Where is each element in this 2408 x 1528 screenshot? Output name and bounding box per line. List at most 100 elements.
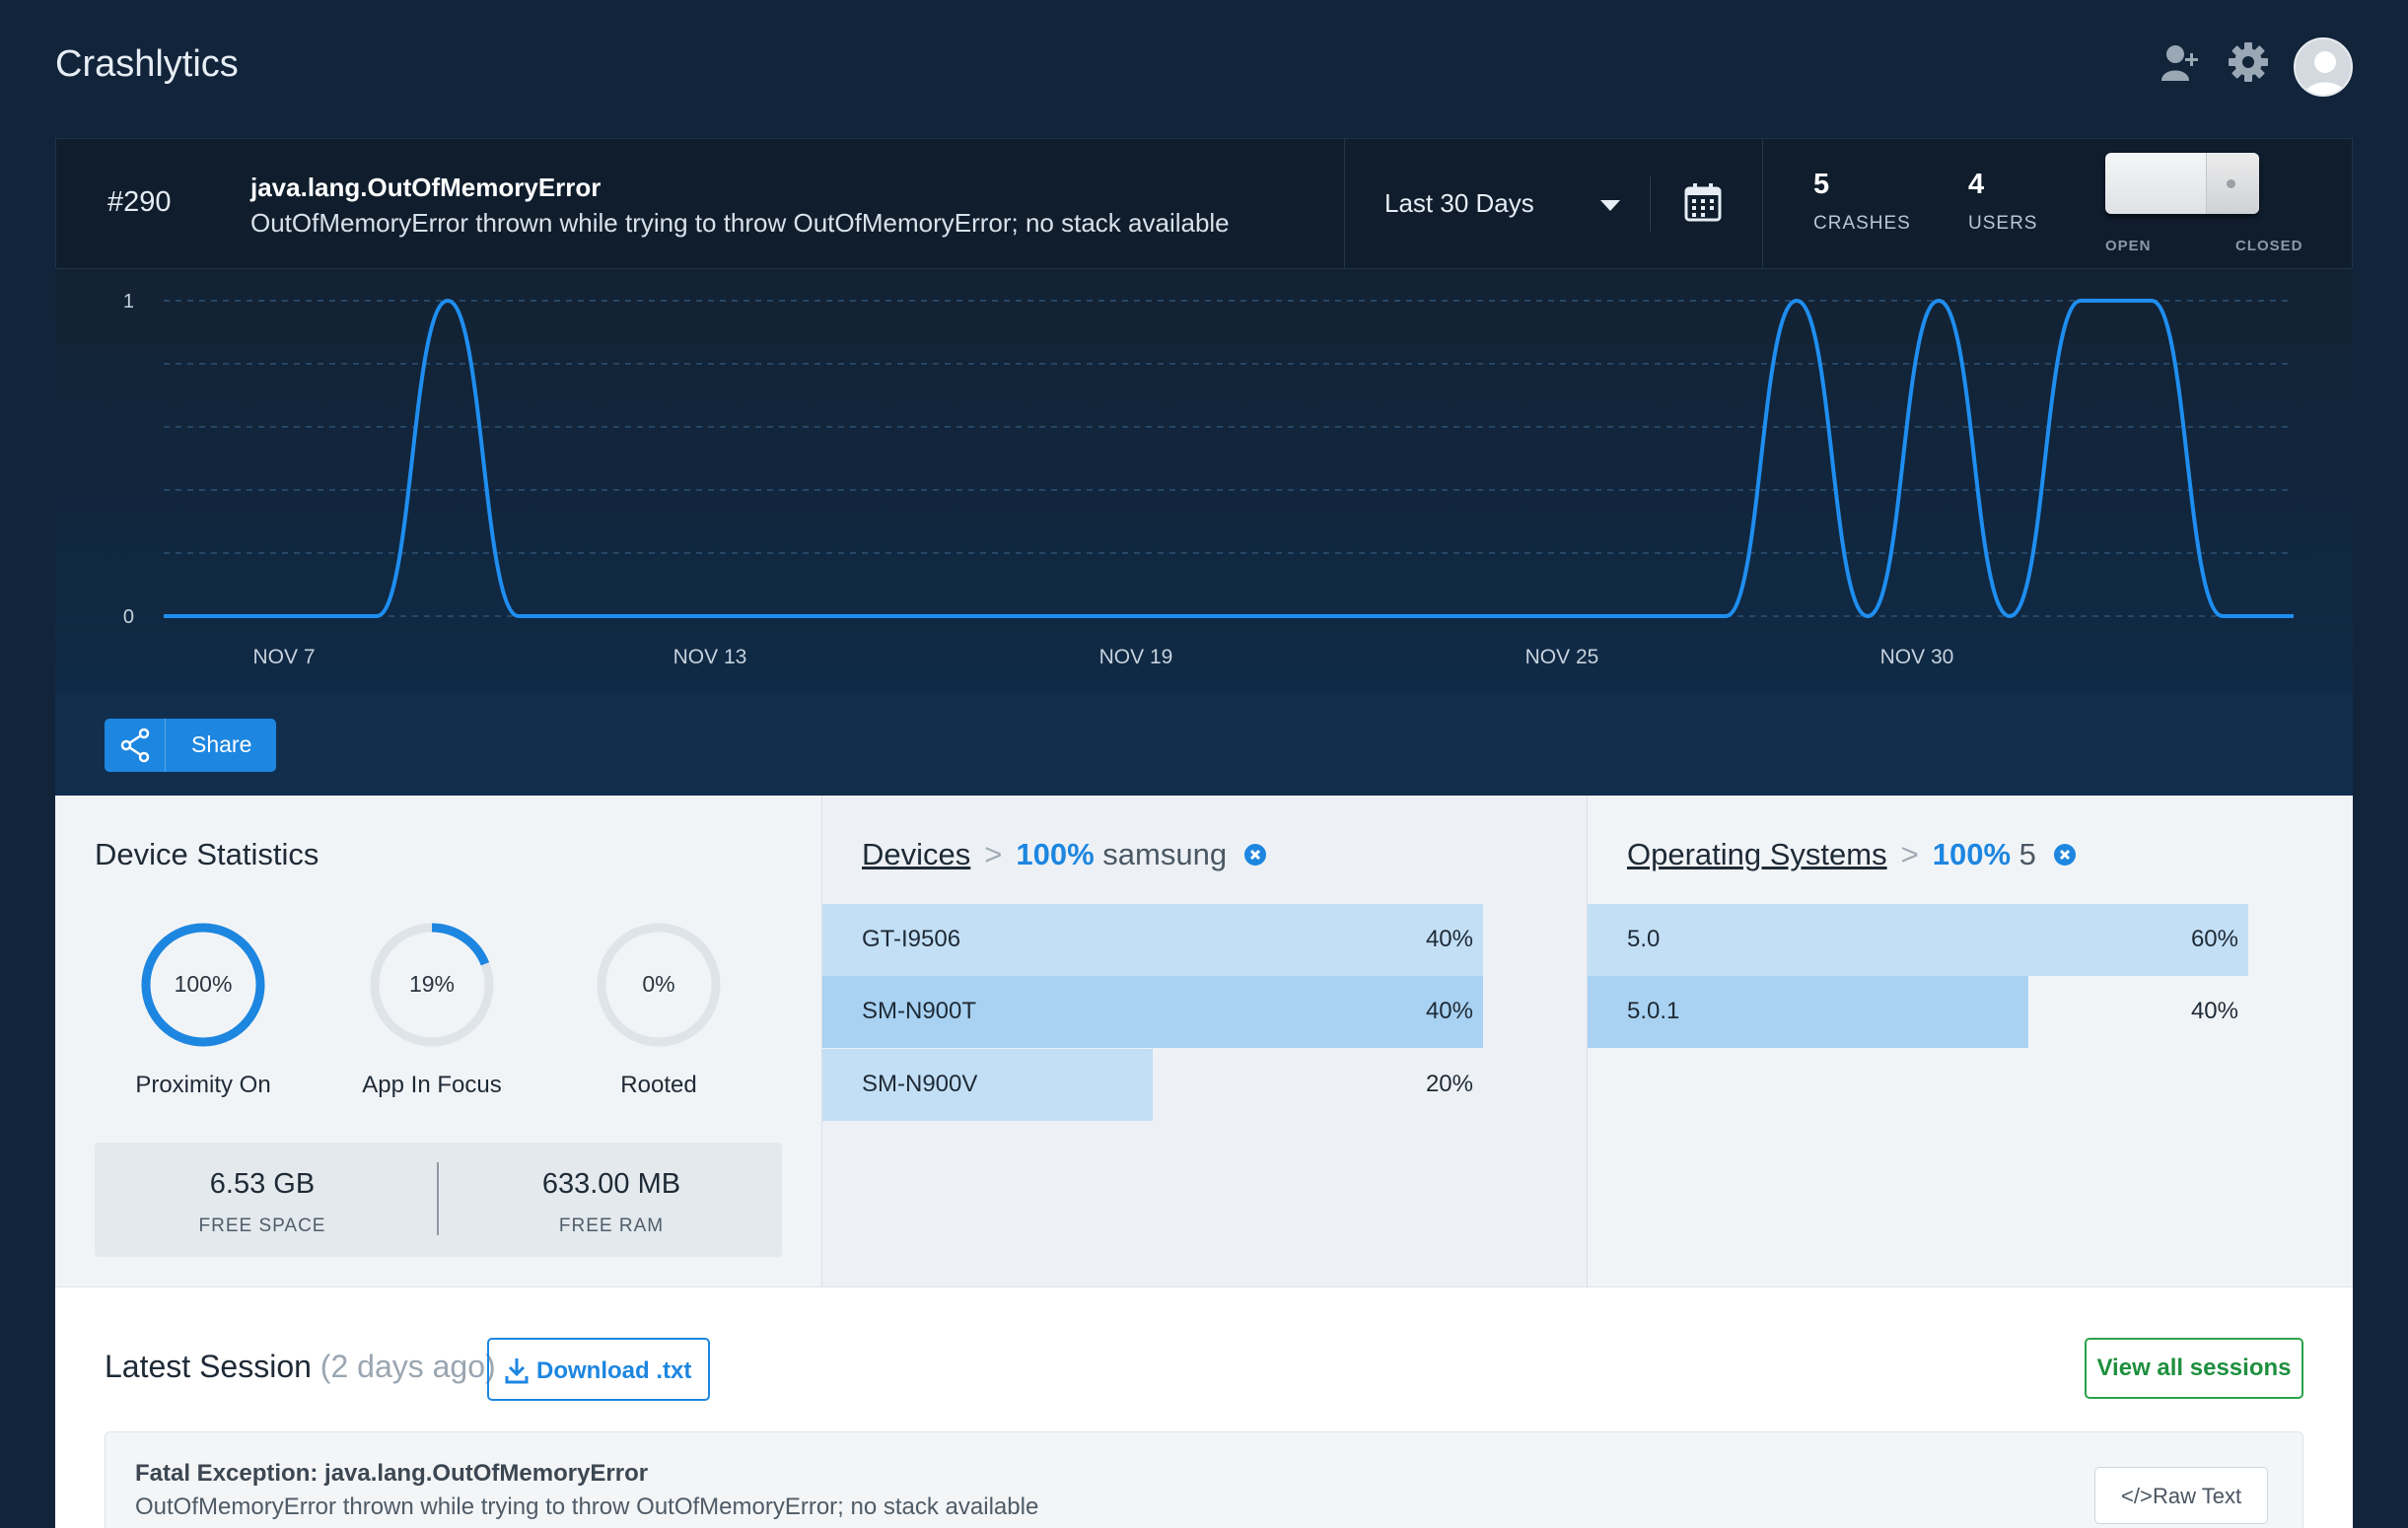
free-space-value: 6.53 GB (209, 1168, 316, 1200)
clear-filter-icon[interactable] (1243, 839, 1267, 874)
ring-label: Rooted (620, 1072, 697, 1098)
exception-message: OutOfMemoryError thrown while trying to … (135, 1493, 1039, 1520)
os-version: 5.0.1 (1627, 998, 1680, 1024)
ring-chart (141, 923, 265, 1047)
divider (1762, 139, 1763, 268)
free-ram-value: 633.00 MB (541, 1168, 681, 1200)
list-item[interactable]: 5.0 60% (1588, 904, 2278, 976)
divider (437, 1162, 439, 1235)
top-bar: Crashlytics (0, 0, 2408, 138)
chart-svg: 0 1 NOV 7 NOV 13 NOV 19 NOV 25 NOV 30 (123, 291, 2294, 668)
device-statistics-panel: Device Statistics 100% Proximity On 19% … (55, 796, 821, 1286)
raw-text-button[interactable]: </> Raw Text (2094, 1467, 2268, 1524)
free-space-label: FREE SPACE (198, 1215, 326, 1236)
clear-filter-icon[interactable] (2053, 839, 2077, 874)
latest-session: Latest Session (2 days ago) Download .tx… (55, 1286, 2353, 1528)
exception-title: Fatal Exception: java.lang.OutOfMemoryEr… (135, 1460, 649, 1487)
ring-progress (370, 923, 494, 1047)
bar-fill (1588, 976, 2028, 1048)
users-count: 4 (1968, 169, 1985, 200)
memory-box: 6.53 GB FREE SPACE 633.00 MB FREE RAM (95, 1143, 782, 1257)
download-txt-button[interactable]: Download .txt (487, 1338, 710, 1401)
device-statistics-title: Device Statistics (95, 837, 319, 871)
y-tick-label: 0 (123, 606, 134, 628)
session-title: Latest Session (105, 1349, 312, 1384)
share-label: Share (191, 731, 252, 757)
devices-link[interactable]: Devices (862, 837, 971, 871)
app-title: Crashlytics (55, 43, 239, 85)
toggle-open-label: OPEN (2105, 238, 2152, 254)
list-item[interactable]: SM-N900V 20% (822, 1049, 1513, 1121)
download-icon (505, 1356, 529, 1391)
session-heading: Latest Session (2 days ago) (105, 1349, 496, 1385)
crashes-label: CRASHES (1813, 213, 1911, 234)
bar-fill (822, 904, 1483, 976)
x-tick-label: NOV 30 (1880, 646, 1954, 668)
ring-app-in-focus: 19% (367, 920, 497, 1050)
os-breadcrumb: Operating Systems >100% 5 (1627, 837, 2077, 874)
os-version: 5.0 (1627, 926, 1661, 952)
x-tick-label: NOV 25 (1525, 646, 1599, 668)
divider (1650, 176, 1651, 232)
session-ago: (2 days ago) (319, 1349, 496, 1384)
issue-number: #290 (107, 186, 172, 218)
toggle-knob (2206, 153, 2259, 214)
download-label: Download .txt (536, 1357, 692, 1384)
view-all-sessions-button[interactable]: View all sessions (2085, 1338, 2303, 1399)
raw-text-label: Raw Text (2153, 1484, 2242, 1508)
calendar-icon[interactable] (1683, 182, 1723, 229)
ring-track (597, 923, 721, 1047)
os-percent: 60% (2190, 926, 2238, 952)
list-item[interactable]: 5.0.1 40% (1588, 976, 2278, 1048)
ring-label: Proximity On (135, 1072, 271, 1098)
bar-fill (822, 976, 1483, 1048)
ring-value: 19% (408, 971, 456, 997)
ring-proximity: 100% (138, 920, 268, 1050)
filter-percent: 100% (1016, 837, 1095, 871)
devices-breadcrumb: Devices >100% samsung (862, 837, 1267, 874)
breadcrumb-separator: > (1900, 837, 1919, 871)
add-user-icon[interactable] (2160, 43, 2203, 88)
filter-value: 5 (2018, 837, 2036, 871)
os-percent: 40% (2190, 998, 2238, 1024)
date-range-label: Last 30 Days (1384, 188, 1534, 218)
share-bar: Share (55, 693, 2353, 796)
filter-percent: 100% (1932, 837, 2012, 871)
x-tick-label: NOV 13 (673, 646, 747, 668)
issue-title: java.lang.OutOfMemoryError (250, 173, 602, 202)
gear-icon[interactable] (2228, 41, 2269, 88)
ring-chart (370, 923, 494, 1047)
bar-fill (822, 1049, 1153, 1121)
breadcrumb-separator: > (984, 837, 1003, 871)
users-label: USERS (1968, 213, 2038, 234)
crash-chart: 0 1 NOV 7 NOV 13 NOV 19 NOV 25 NOV 30 (55, 269, 2353, 693)
ring-rooted: 0% (594, 920, 724, 1050)
x-tick-label: NOV 7 (252, 646, 315, 668)
ring-value: 0% (642, 971, 675, 997)
list-item[interactable]: SM-N900T 40% (822, 976, 1513, 1048)
device-percent: 40% (1425, 998, 1473, 1024)
issue-subtitle: OutOfMemoryError thrown while trying to … (250, 208, 1230, 238)
operating-systems-link[interactable]: Operating Systems (1627, 837, 1887, 871)
devices-panel: Devices >100% samsung GT-I9506 40% SM-N90… (821, 796, 1587, 1286)
filter-value: samsung (1102, 837, 1228, 871)
free-ram-label: FREE RAM (558, 1215, 665, 1236)
operating-systems-panel: Operating Systems >100% 5 5.0 60% 5.0.1 4… (1587, 796, 2353, 1286)
device-percent: 40% (1425, 926, 1473, 952)
device-name: SM-N900T (862, 998, 977, 1024)
avatar[interactable] (2294, 37, 2353, 97)
list-item[interactable]: GT-I9506 40% (822, 904, 1513, 976)
chevron-down-icon (1600, 200, 1620, 211)
share-icon (105, 719, 166, 772)
open-closed-toggle[interactable] (2105, 153, 2265, 224)
series-line (163, 298, 2294, 619)
ring-value: 100% (174, 971, 233, 997)
bar-fill (1588, 904, 2248, 976)
device-name: GT-I9506 (862, 926, 961, 952)
toggle-closed-label: CLOSED (2235, 238, 2303, 254)
crashes-count: 5 (1813, 169, 1830, 200)
exception-box: Fatal Exception: java.lang.OutOfMemoryEr… (105, 1431, 2303, 1528)
ring-label: App In Focus (362, 1072, 502, 1098)
share-button[interactable]: Share (105, 719, 276, 772)
issue-header: #290 java.lang.OutOfMemoryError OutOfMem… (55, 138, 2353, 269)
